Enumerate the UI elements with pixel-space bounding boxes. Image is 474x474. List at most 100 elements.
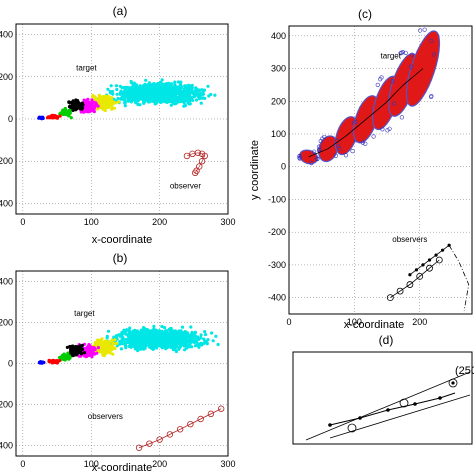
target-point xyxy=(101,107,105,111)
target-point xyxy=(138,103,142,107)
target-point xyxy=(85,351,89,355)
target-point xyxy=(105,336,109,340)
observer-point xyxy=(447,243,451,247)
panel-a-ytick: 200 xyxy=(0,156,13,166)
target-point xyxy=(128,335,132,339)
target-point xyxy=(204,333,208,337)
target-point xyxy=(135,335,140,339)
observer-point xyxy=(156,436,163,443)
target-point xyxy=(102,343,106,347)
target-point xyxy=(96,346,100,350)
panel-d-circle xyxy=(448,378,458,388)
target-point xyxy=(143,345,147,349)
target-point xyxy=(129,79,133,84)
panel-c-target-track xyxy=(308,68,424,158)
panel-b-annotation: observers xyxy=(88,412,123,421)
target-point xyxy=(102,354,106,358)
target-point xyxy=(73,100,77,104)
target-point xyxy=(180,325,185,329)
panel-a-annotations: target observer xyxy=(76,63,201,190)
panel-a-xtick: 0 xyxy=(20,217,25,227)
target-point xyxy=(76,106,80,110)
target-point xyxy=(163,326,167,330)
target-point xyxy=(66,351,70,355)
target-point xyxy=(200,91,205,96)
target-point xyxy=(102,104,106,108)
target-point xyxy=(132,98,136,102)
target-point xyxy=(129,100,133,104)
target-point xyxy=(142,83,146,88)
target-point xyxy=(154,345,158,349)
target-point xyxy=(97,348,101,352)
observer-point xyxy=(217,405,225,412)
target-point xyxy=(122,94,126,98)
panel-c-ylabel: y coordinate xyxy=(249,140,261,200)
panel-a-grid xyxy=(16,24,229,214)
target-point xyxy=(174,334,178,338)
target-point xyxy=(114,84,119,88)
panel-c: (c) 400 300 200 100 0 -100 -200 -300 -40… xyxy=(249,7,473,331)
target-point xyxy=(110,89,115,94)
panel-c-axes-box xyxy=(288,25,473,315)
target-point xyxy=(125,90,129,94)
blob-edge-point xyxy=(398,51,403,56)
target-point xyxy=(205,342,209,346)
target-point xyxy=(119,334,123,338)
target-point xyxy=(180,95,184,99)
target-point xyxy=(157,93,161,97)
panel-d-point xyxy=(438,396,442,400)
panel-c-target-blobs xyxy=(297,27,441,166)
panel-a-ytick: 400 xyxy=(0,30,13,40)
target-point xyxy=(108,345,112,349)
target-point xyxy=(127,86,131,90)
observer-point xyxy=(435,256,443,264)
target-point xyxy=(84,354,89,358)
target-point xyxy=(203,330,207,334)
observer-point xyxy=(183,152,191,160)
panel-a-xtick: 200 xyxy=(152,217,167,227)
target-point xyxy=(156,338,160,342)
panel-b-y-ticks: 400 200 0 200 400 xyxy=(0,276,13,450)
blob-edge-point xyxy=(336,143,341,149)
target-point xyxy=(214,334,218,338)
target-point xyxy=(137,345,141,349)
target-point xyxy=(65,345,69,349)
observer-point xyxy=(187,420,194,428)
blob-edge-point xyxy=(409,64,414,69)
target-point xyxy=(128,340,132,344)
target-point xyxy=(109,84,113,88)
observer-point xyxy=(197,415,204,423)
target-point xyxy=(189,97,193,102)
target-point xyxy=(197,336,201,341)
panel-a-title: (a) xyxy=(113,4,128,18)
target-point xyxy=(193,92,197,96)
target-point xyxy=(183,348,187,352)
target-point xyxy=(169,98,174,103)
target-point xyxy=(101,346,105,350)
panel-c-ytick: -400 xyxy=(268,293,286,303)
target-point xyxy=(131,82,136,86)
target-point xyxy=(163,100,167,104)
target-point xyxy=(106,87,110,91)
panel-a-ytick: 200 xyxy=(0,72,13,82)
target-point xyxy=(151,96,156,100)
target-point xyxy=(106,100,110,104)
panel-d-point xyxy=(386,408,390,412)
blob-edge-point xyxy=(322,134,327,140)
target-point xyxy=(114,334,119,338)
target-point xyxy=(143,97,147,101)
panel-c-ytick: 400 xyxy=(271,31,286,41)
observer-line xyxy=(390,259,440,298)
target-point xyxy=(80,343,85,347)
target-point xyxy=(181,91,185,96)
panel-c-title: (c) xyxy=(358,7,372,21)
observer-point xyxy=(426,264,433,272)
target-point xyxy=(174,89,178,93)
target-point xyxy=(154,333,158,337)
target-point xyxy=(134,100,138,104)
panel-d-point xyxy=(413,402,417,406)
panel-a-ytick: 0 xyxy=(8,114,13,124)
observer-point xyxy=(191,169,199,177)
target-point xyxy=(173,96,177,100)
target-point xyxy=(146,83,150,87)
